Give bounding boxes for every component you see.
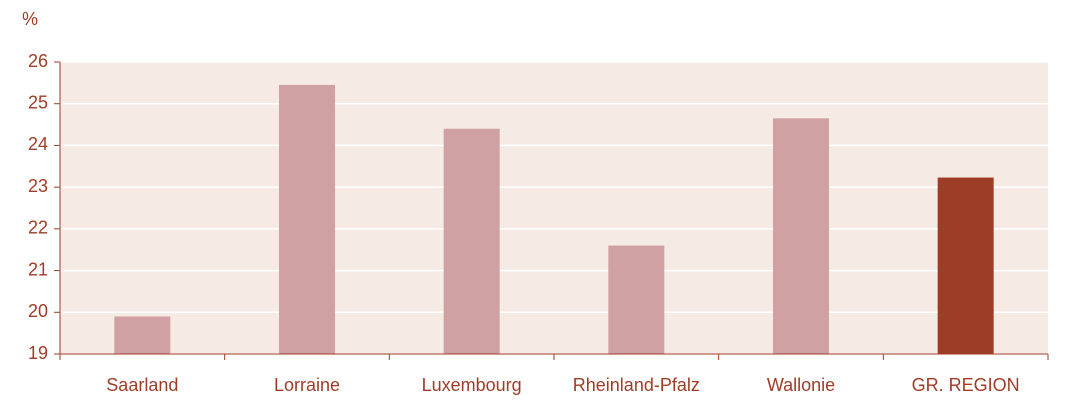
y-tick-label: 23 <box>28 176 48 196</box>
y-axis-label: % <box>22 9 38 29</box>
bar <box>114 316 171 354</box>
x-tick-label: GR. REGION <box>912 375 1020 395</box>
x-tick-label: Lorraine <box>274 375 340 395</box>
y-tick-label: 19 <box>28 343 48 363</box>
bar <box>443 128 500 354</box>
y-tick-label: 22 <box>28 218 48 238</box>
plot-area <box>60 62 1048 354</box>
x-tick-label: Rheinland-Pfalz <box>573 375 700 395</box>
x-tick-label: Luxembourg <box>422 375 522 395</box>
x-tick-label: Saarland <box>106 375 178 395</box>
y-tick-label: 25 <box>28 92 48 112</box>
bar <box>608 245 665 354</box>
bar <box>937 177 994 354</box>
y-tick-label: 24 <box>28 134 48 154</box>
y-tick-label: 20 <box>28 301 48 321</box>
y-tick-label: 21 <box>28 259 48 279</box>
y-tick-label: 26 <box>28 51 48 71</box>
bar <box>773 118 829 354</box>
x-tick-label: Wallonie <box>767 375 835 395</box>
bar <box>279 84 335 354</box>
